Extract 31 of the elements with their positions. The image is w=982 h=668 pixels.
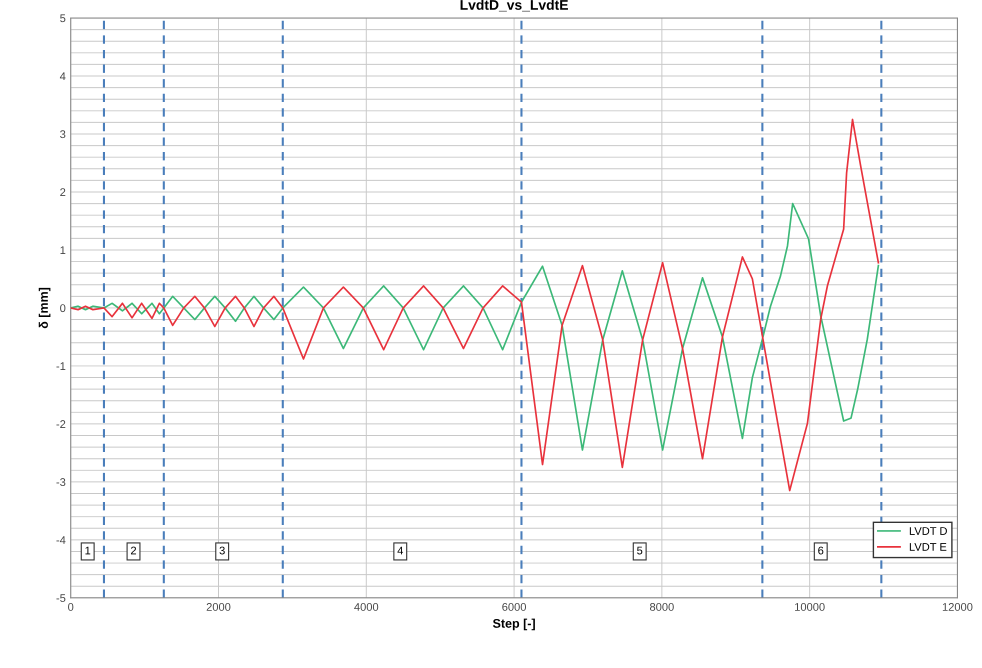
x-axis-title: Step [-]: [492, 618, 535, 630]
legend-label: LVDT E: [910, 543, 946, 551]
line-series: [70, 202, 880, 451]
annotation: 1: [85, 546, 90, 554]
y-tick-label: 3: [60, 130, 66, 138]
y-tick-label: -2: [56, 420, 66, 428]
annotation: 5: [637, 546, 642, 554]
chart-title: LvdtD_vs_LvdtE: [460, 0, 568, 12]
y-tick-label: 5: [60, 14, 66, 22]
y-axis-title: δ [mm]: [38, 288, 50, 328]
y-tick-label: -3: [56, 478, 66, 486]
x-tick-label: 2000: [206, 603, 230, 611]
y-tick-label: -5: [56, 594, 66, 602]
y-tick-label: 0: [60, 304, 66, 312]
x-tick-label: 0: [68, 603, 74, 611]
x-tick-label: 6000: [502, 603, 526, 611]
annotation: 2: [130, 546, 136, 554]
annotation: 3: [220, 546, 225, 554]
annotation: 4: [397, 546, 404, 554]
legend-label: LVDT D: [910, 527, 947, 535]
y-tick-label: -4: [56, 536, 66, 544]
x-tick-label: 10000: [795, 603, 825, 611]
x-tick-label: 12000: [942, 603, 972, 611]
y-tick-label: 4: [60, 72, 66, 80]
annotation: 6: [818, 546, 824, 554]
line-series: [70, 118, 880, 492]
y-tick-label: -1: [56, 362, 66, 370]
y-tick-label: 1: [60, 246, 66, 254]
x-tick-label: 4000: [354, 603, 378, 611]
x-tick-label: 8000: [650, 603, 674, 611]
y-tick-label: 2: [60, 188, 66, 196]
